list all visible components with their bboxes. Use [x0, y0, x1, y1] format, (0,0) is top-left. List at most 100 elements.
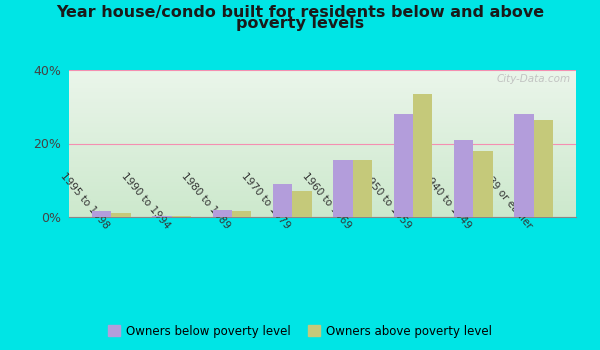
Text: City-Data.com: City-Data.com [497, 75, 571, 84]
Bar [152, 216, 172, 217]
Bar [69, 70, 576, 71]
Bar [69, 154, 576, 155]
Bar [69, 95, 576, 97]
Bar [69, 179, 576, 180]
Bar [69, 114, 576, 116]
Bar [69, 202, 576, 204]
Bar [69, 98, 576, 99]
Bar [69, 196, 576, 198]
Bar [69, 108, 576, 110]
Bar [232, 211, 251, 217]
Bar [69, 190, 576, 192]
Bar [69, 83, 576, 85]
Bar [69, 216, 576, 217]
Bar [69, 195, 576, 196]
Bar [69, 124, 576, 126]
Bar [69, 194, 576, 195]
Bar [69, 189, 576, 190]
Bar [69, 139, 576, 141]
Bar [69, 76, 576, 77]
Bar [69, 182, 576, 183]
Bar [69, 116, 576, 117]
Bar [69, 177, 576, 179]
Bar [69, 212, 576, 214]
Bar [69, 148, 576, 149]
Bar [69, 157, 576, 158]
Bar [69, 117, 576, 119]
Bar [69, 119, 576, 120]
Bar [69, 80, 576, 82]
Legend: Owners below poverty level, Owners above poverty level: Owners below poverty level, Owners above… [103, 320, 497, 342]
Bar [69, 79, 576, 80]
Bar [69, 214, 576, 216]
Bar [69, 161, 576, 163]
Bar [69, 173, 576, 174]
Bar [69, 211, 576, 212]
Bar [69, 82, 576, 83]
Bar [69, 105, 576, 107]
Bar [69, 199, 576, 201]
Bar [69, 104, 576, 105]
Bar [69, 158, 576, 160]
Bar [69, 120, 576, 121]
Bar [69, 142, 576, 144]
Bar [69, 111, 576, 113]
Bar [69, 176, 576, 177]
Bar [69, 204, 576, 205]
Bar [69, 88, 576, 89]
Bar [92, 211, 112, 217]
Bar [69, 180, 576, 182]
Bar [69, 210, 576, 211]
Bar [69, 85, 576, 86]
Bar [334, 160, 353, 217]
Bar [69, 183, 576, 185]
Bar [69, 135, 576, 136]
Bar [69, 127, 576, 129]
Bar [69, 168, 576, 170]
Bar [69, 160, 576, 161]
Bar [69, 110, 576, 111]
Bar [172, 216, 191, 217]
Bar [213, 210, 232, 217]
Bar [69, 133, 576, 135]
Bar [69, 132, 576, 133]
Bar [273, 184, 292, 217]
Bar [454, 140, 473, 217]
Bar [69, 97, 576, 98]
Bar [69, 130, 576, 132]
Bar [69, 185, 576, 186]
Bar [69, 151, 576, 152]
Bar [69, 167, 576, 168]
Bar [69, 123, 576, 124]
Bar [69, 99, 576, 101]
Bar [69, 101, 576, 102]
Text: Year house/condo built for residents below and above: Year house/condo built for residents bel… [56, 5, 544, 20]
Bar [69, 102, 576, 104]
Bar [69, 166, 576, 167]
Bar [69, 155, 576, 157]
Bar [69, 126, 576, 127]
Bar [473, 151, 493, 217]
Bar [69, 152, 576, 154]
Bar [69, 164, 576, 166]
Bar [69, 121, 576, 123]
Bar [69, 172, 576, 173]
Bar [533, 120, 553, 217]
Bar [69, 73, 576, 75]
Bar [69, 205, 576, 207]
Bar [69, 146, 576, 148]
Bar [69, 207, 576, 208]
Bar [353, 160, 372, 217]
Bar [69, 75, 576, 76]
Bar [69, 138, 576, 139]
Bar [69, 208, 576, 210]
Bar [69, 186, 576, 188]
Bar [514, 114, 533, 217]
Bar [69, 188, 576, 189]
Bar [69, 141, 576, 142]
Bar [69, 163, 576, 164]
Bar [413, 94, 432, 217]
Bar [69, 136, 576, 138]
Bar [69, 192, 576, 194]
Bar [69, 145, 576, 146]
